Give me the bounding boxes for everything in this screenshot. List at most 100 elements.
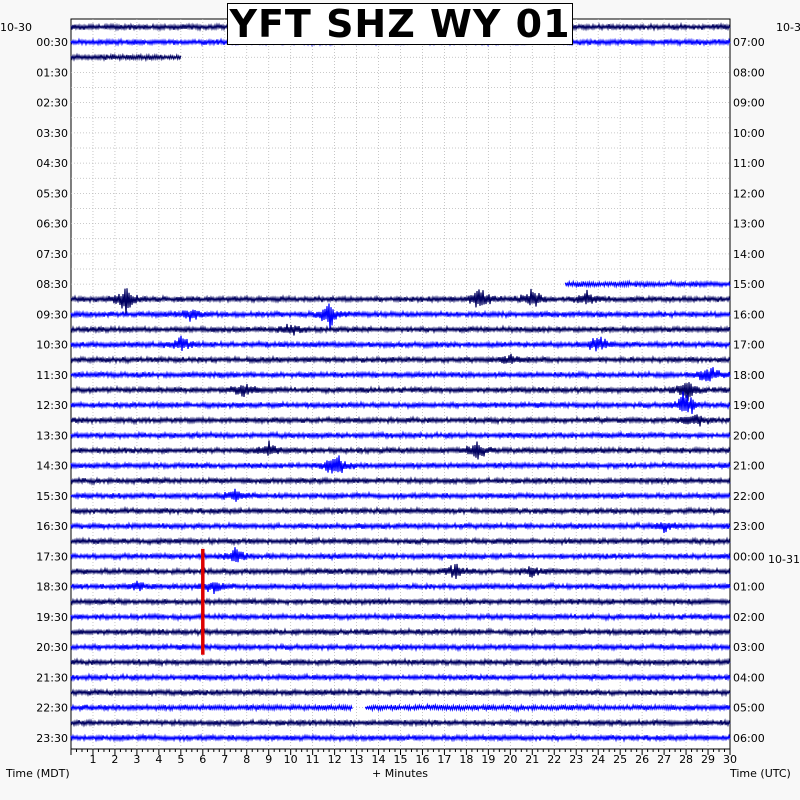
trace-row bbox=[70, 430, 731, 441]
x-tick-label: 22 bbox=[547, 753, 561, 766]
trace-row bbox=[70, 611, 731, 622]
right-time-label: 22:00 bbox=[733, 490, 765, 503]
chart-title: YFT SHZ WY 01 bbox=[229, 2, 571, 46]
right-time-label: 10:00 bbox=[733, 127, 765, 140]
left-time-label: 13:30 bbox=[36, 429, 68, 442]
trace-row bbox=[70, 367, 731, 382]
trace-row bbox=[70, 547, 731, 563]
left-date-label: 10-30 bbox=[0, 21, 32, 34]
right-time-label: 08:00 bbox=[733, 66, 765, 79]
x-tick-label: 30 bbox=[723, 753, 737, 766]
x-tick-label: 27 bbox=[657, 753, 671, 766]
right-time-label: 23:00 bbox=[733, 520, 765, 533]
left-time-label: 22:30 bbox=[36, 702, 68, 715]
left-time-label: 09:30 bbox=[36, 308, 68, 321]
right-time-label: 02:00 bbox=[733, 611, 765, 624]
x-tick-label: 20 bbox=[503, 753, 517, 766]
x-tick-label: 1 bbox=[89, 753, 96, 766]
x-tick-label: 29 bbox=[701, 753, 715, 766]
x-tick-label: 10 bbox=[284, 753, 298, 766]
right-time-label: 03:00 bbox=[733, 641, 765, 654]
trace-row bbox=[70, 303, 731, 331]
x-tick-label: 15 bbox=[394, 753, 408, 766]
trace-row bbox=[70, 382, 731, 401]
left-axis-label: Time (MDT) bbox=[5, 767, 70, 780]
x-tick-label: 9 bbox=[265, 753, 272, 766]
left-time-label: 03:30 bbox=[36, 127, 68, 140]
x-tick-label: 19 bbox=[481, 753, 495, 766]
left-time-labels: 00:30 01:30 02:30 03:30 04:30 05:30 06:30 07:30… bbox=[36, 36, 68, 745]
left-time-label: 16:30 bbox=[36, 520, 68, 533]
x-tick-label: 8 bbox=[243, 753, 250, 766]
left-time-label: 14:30 bbox=[36, 460, 68, 473]
right-time-labels: 07:00 08:00 09:00 10:00 11:00 12:00 13:00 14:00… bbox=[733, 36, 765, 745]
right-time-label: 01:00 bbox=[733, 581, 765, 594]
trace-row bbox=[70, 687, 731, 698]
x-tick-label: 23 bbox=[569, 753, 583, 766]
trace-row bbox=[70, 335, 731, 352]
x-tick-label: 25 bbox=[613, 753, 627, 766]
right-time-label: 19:00 bbox=[733, 399, 765, 412]
right-time-label: 18:00 bbox=[733, 369, 765, 382]
trace-row bbox=[70, 563, 731, 580]
trace-row bbox=[70, 323, 731, 336]
trace-row bbox=[70, 391, 731, 414]
x-tick-label: 17 bbox=[437, 753, 451, 766]
right-time-label: 16:00 bbox=[733, 308, 765, 321]
right-time-label: 15:00 bbox=[733, 278, 765, 291]
plot-area bbox=[70, 18, 731, 750]
x-tick-label: 11 bbox=[306, 753, 320, 766]
trace-row bbox=[70, 288, 731, 317]
trace-row bbox=[70, 475, 731, 486]
trace-row bbox=[70, 536, 731, 547]
left-time-label: 07:30 bbox=[36, 248, 68, 261]
trace-row bbox=[70, 580, 731, 594]
trace-row bbox=[70, 52, 182, 63]
trace-row bbox=[70, 488, 731, 502]
right-time-label: 04:00 bbox=[733, 671, 765, 684]
left-time-label: 15:30 bbox=[36, 490, 68, 503]
left-time-label: 21:30 bbox=[36, 671, 68, 684]
trace-row bbox=[70, 702, 353, 713]
right-time-label: 11:00 bbox=[733, 157, 765, 170]
right-time-label: 09:00 bbox=[733, 97, 765, 110]
trace-row bbox=[70, 353, 731, 365]
right-date-mid-label: 10-31 bbox=[768, 553, 800, 566]
x-tick-label: 26 bbox=[635, 753, 649, 766]
x-tick-label: 14 bbox=[372, 753, 386, 766]
x-tick-label: 24 bbox=[591, 753, 605, 766]
right-time-label: 13:00 bbox=[733, 218, 765, 231]
trace-row bbox=[70, 414, 731, 427]
right-axis-label: Time (UTC) bbox=[729, 767, 791, 780]
x-tick-label: 5 bbox=[177, 753, 184, 766]
left-time-label: 01:30 bbox=[36, 66, 68, 79]
right-time-label: 20:00 bbox=[733, 429, 765, 442]
trace-row bbox=[70, 672, 731, 683]
trace-row bbox=[70, 732, 731, 743]
trace-row bbox=[70, 717, 731, 728]
left-time-label: 23:30 bbox=[36, 732, 68, 745]
left-time-label: 10:30 bbox=[36, 339, 68, 352]
right-time-label: 06:00 bbox=[733, 732, 765, 745]
left-time-label: 19:30 bbox=[36, 611, 68, 624]
x-tick-label: 28 bbox=[679, 753, 693, 766]
x-tick-label: 6 bbox=[199, 753, 206, 766]
trace-row bbox=[70, 642, 731, 653]
trace-row bbox=[70, 521, 731, 534]
right-time-label: 17:00 bbox=[733, 339, 765, 352]
x-axis-label: + Minutes bbox=[372, 767, 428, 780]
x-tick-label: 7 bbox=[221, 753, 228, 766]
x-tick-label: 2 bbox=[111, 753, 118, 766]
right-time-label: 12:00 bbox=[733, 187, 765, 200]
x-tick-label: 18 bbox=[459, 753, 473, 766]
right-time-label: 00:00 bbox=[733, 550, 765, 563]
x-tick-label: 4 bbox=[155, 753, 162, 766]
left-time-label: 17:30 bbox=[36, 550, 68, 563]
x-tick-label: 12 bbox=[328, 753, 342, 766]
left-time-label: 12:30 bbox=[36, 399, 68, 412]
x-tick-label: 3 bbox=[133, 753, 140, 766]
trace-row bbox=[564, 278, 731, 289]
left-time-label: 11:30 bbox=[36, 369, 68, 382]
right-time-label: 14:00 bbox=[733, 248, 765, 261]
trace-row bbox=[70, 657, 731, 668]
